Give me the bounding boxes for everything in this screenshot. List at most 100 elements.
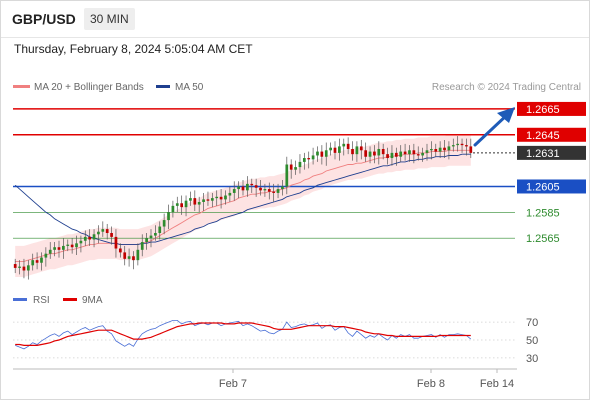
candle (263, 183, 267, 197)
level-label: 1.2565 (526, 233, 560, 245)
candle (320, 145, 324, 165)
candle (92, 229, 96, 248)
candle (158, 221, 162, 240)
candle (132, 251, 135, 270)
candle (469, 138, 473, 159)
ma50-line (14, 153, 471, 246)
candle (123, 245, 127, 266)
candle (127, 248, 131, 267)
candle (48, 242, 52, 259)
candle (421, 147, 424, 162)
candle (307, 151, 311, 169)
candle (210, 192, 214, 208)
candle (215, 190, 219, 206)
forecast-arrow (473, 107, 515, 147)
ma50-legend-swatch (156, 85, 170, 88)
candle (342, 138, 346, 156)
candle (44, 247, 48, 267)
candle (381, 143, 385, 160)
candle (456, 136, 460, 152)
candle (302, 152, 306, 170)
candle (333, 141, 337, 160)
candle (267, 182, 271, 200)
candle (162, 213, 166, 235)
candle (390, 145, 394, 166)
candle (189, 191, 192, 206)
rsi-line (15, 320, 472, 350)
price-tag-label: 1.2631 (526, 148, 560, 160)
candle (281, 180, 284, 196)
ma50-legend-label: MA 50 (175, 82, 204, 93)
candle (171, 200, 175, 218)
rsi-ma-legend-swatch (63, 298, 77, 301)
candle (316, 146, 319, 162)
candle (206, 191, 210, 206)
bollinger-fill (15, 134, 471, 277)
candle (368, 146, 372, 164)
candle (35, 252, 39, 270)
candle (83, 230, 87, 246)
instrument-title: GBP/USD (12, 11, 76, 27)
level-label: 1.2585 (526, 207, 560, 219)
candle (31, 253, 35, 271)
candle (438, 141, 442, 159)
candle (224, 190, 227, 205)
price-tag-1.2665 (517, 101, 586, 116)
price-tag-1.2631 (517, 145, 586, 160)
candle (105, 223, 109, 240)
x-tick-label: Feb 14 (480, 378, 514, 390)
rsi-axis-label: 70 (526, 317, 538, 329)
candle (434, 143, 438, 157)
x-axis: Feb 7 Feb 8 Feb 14 (219, 369, 514, 390)
candle (386, 147, 389, 165)
rsi-panel: 70 50 30 (13, 317, 538, 365)
candle (285, 156, 289, 195)
candles (13, 136, 473, 280)
candle (232, 181, 236, 201)
candle (40, 252, 43, 271)
candle (298, 154, 302, 174)
candle (364, 142, 368, 162)
candle (136, 243, 140, 266)
candle (259, 180, 262, 196)
timeframe-badge[interactable]: 30 MIN (84, 8, 135, 30)
credit-label: Research © 2024 Trading Central (432, 82, 581, 93)
candle (118, 243, 122, 258)
candle (62, 238, 65, 259)
rsi-ma-legend-label: 9MA (82, 295, 103, 306)
candle (88, 229, 92, 246)
candle (377, 141, 381, 165)
candle (228, 186, 232, 202)
candle (145, 233, 148, 250)
candle (70, 238, 74, 254)
candle (237, 181, 240, 199)
candle (359, 139, 363, 160)
x-tick-label: Feb 7 (219, 378, 247, 390)
candle (13, 258, 17, 274)
rsi-axis-label: 30 (526, 353, 538, 365)
candle (180, 195, 184, 215)
candle (154, 225, 157, 241)
candle (294, 160, 297, 175)
candle (346, 137, 350, 155)
candle (219, 189, 223, 209)
candle (167, 204, 170, 230)
candle (26, 260, 30, 280)
candle (57, 240, 61, 258)
candle (53, 242, 56, 257)
bollinger-band (15, 134, 471, 277)
header-divider (1, 37, 589, 38)
x-tick-label: Feb 8 (417, 378, 445, 390)
price-tag-1.2645 (517, 127, 586, 142)
candle (373, 145, 376, 164)
candle (399, 145, 403, 162)
ma20-legend-swatch (13, 85, 30, 88)
price-tag-label: 1.2645 (526, 130, 560, 142)
candle (351, 141, 354, 161)
candle (329, 142, 332, 156)
candle (311, 147, 315, 165)
candle (416, 146, 420, 161)
candle (272, 183, 276, 202)
